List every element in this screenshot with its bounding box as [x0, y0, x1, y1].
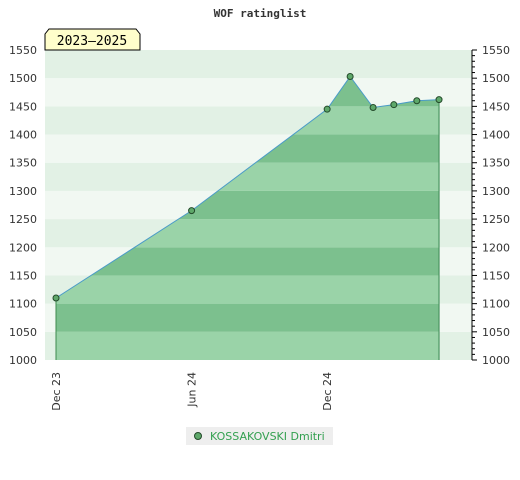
y-tick-label-right: 1400	[482, 129, 510, 142]
data-point	[413, 97, 421, 105]
area-band	[56, 303, 440, 332]
legend: KOSSAKOVSKI Dmitri	[186, 427, 333, 445]
y-tick-label-left: 1050	[9, 326, 37, 339]
x-axis: Dec 23 Jun 24 Dec 24	[50, 372, 334, 411]
y-tick-label-left: 1100	[9, 298, 37, 311]
legend-series-label: KOSSAKOVSKI Dmitri	[210, 429, 325, 443]
y-tick-label-left: 1200	[9, 241, 37, 254]
legend-marker	[194, 432, 202, 440]
y-tick-label-left: 1000	[9, 354, 37, 367]
y-tick-label-right: 1550	[482, 44, 510, 57]
series-line	[55, 75, 440, 360]
y-tick-label-left: 1350	[9, 157, 37, 170]
period-badge-label: 2023–2025	[57, 34, 127, 49]
chart-title: WOF ratinglist	[214, 7, 307, 20]
y-tick-label-right: 1450	[482, 100, 510, 113]
background-band	[45, 78, 472, 107]
area-band	[56, 331, 440, 360]
y-tick-label-right: 1500	[482, 72, 510, 85]
x-tick-label: Dec 24	[321, 372, 334, 411]
y-tick-label-left: 1250	[9, 213, 37, 226]
data-point	[323, 105, 331, 113]
y-tick-label-right: 1200	[482, 241, 510, 254]
y-tick-label-left: 1450	[9, 100, 37, 113]
period-badge: 2023–2025	[44, 28, 141, 51]
y-tick-label-left: 1150	[9, 269, 37, 282]
data-point	[435, 96, 443, 104]
y-tick-label-right: 1100	[482, 298, 510, 311]
data-point	[390, 101, 398, 109]
y-tick-label-right: 1300	[482, 185, 510, 198]
y-tick-label-right: 1150	[482, 269, 510, 282]
data-point	[52, 294, 60, 302]
background-band	[45, 50, 472, 79]
y-tick-label-left: 1300	[9, 185, 37, 198]
data-point	[188, 207, 196, 215]
y-tick-label-right: 1350	[482, 157, 510, 170]
y-axis-right: 1000 1050 1100 1150 1200 1250 1300 1350 1400 1450…	[471, 44, 510, 367]
y-tick-label-left: 1400	[9, 129, 37, 142]
y-tick-label-right: 1050	[482, 326, 510, 339]
points-layer	[52, 72, 443, 302]
y-tick-label-right: 1000	[482, 354, 510, 367]
data-point	[346, 72, 354, 80]
y-tick-label-left: 1500	[9, 72, 37, 85]
data-point	[369, 103, 377, 111]
x-tick-label: Dec 23	[50, 372, 63, 411]
x-tick-label: Jun 24	[186, 372, 199, 408]
y-tick-label-right: 1250	[482, 213, 510, 226]
y-tick-label-left: 1550	[9, 44, 37, 57]
y-axis-left: 1000 1050 1100 1150 1200 1250 1300 1350 1400 1450…	[9, 44, 37, 367]
area-band	[56, 275, 440, 304]
